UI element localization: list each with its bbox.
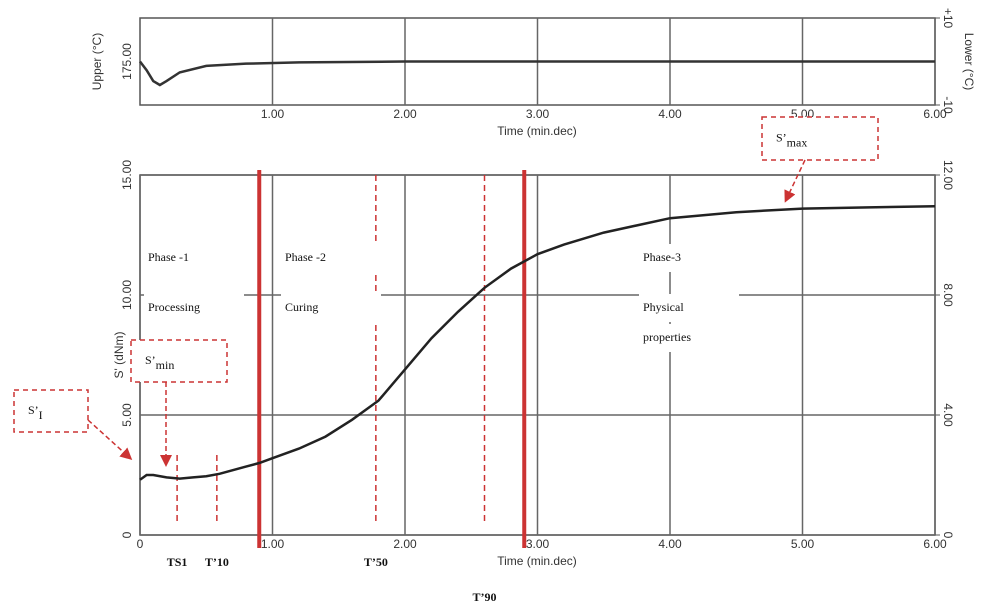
- y-tick-label: 10.00: [120, 280, 134, 310]
- y2-tick-label: -10: [941, 96, 955, 114]
- callout-label: S’I: [28, 403, 43, 422]
- x-tick-label: 6.00: [923, 107, 947, 121]
- marker-label: TS1: [167, 555, 188, 569]
- x-tick-label: 5.00: [791, 537, 815, 551]
- x-tick-label: 3.00: [526, 107, 550, 121]
- x-tick-label: 2.00: [393, 107, 417, 121]
- y-tick-label: 0: [120, 531, 134, 538]
- y-tick-label: 15.00: [120, 160, 134, 190]
- callout-arrow: [87, 419, 133, 461]
- x-tick-label: 2.00: [393, 537, 417, 551]
- callout-main: S’: [28, 403, 39, 417]
- callout-main: S’: [145, 353, 156, 367]
- data-line: [139, 60, 935, 87]
- phase-title: Phase-3: [643, 250, 681, 264]
- x-axis-label: Time (min.dec): [497, 554, 577, 568]
- callout-box: [130, 339, 228, 383]
- phase-label-bg: [639, 244, 739, 272]
- data-line: [139, 204, 936, 481]
- callout-box: [761, 116, 879, 161]
- phase-label-bg: [144, 294, 244, 322]
- callout-box: [13, 389, 89, 433]
- phase-subtitle: Physical: [643, 300, 684, 314]
- callout-arrow: [784, 159, 806, 203]
- x-tick-label: 4.00: [658, 107, 682, 121]
- x-tick-label: 1.00: [261, 107, 285, 121]
- x-tick-label: 0: [137, 537, 144, 551]
- marker-label: T’90: [473, 590, 497, 604]
- y2-tick-label: 8.00: [941, 283, 955, 307]
- phase-title: Phase -2: [285, 250, 326, 264]
- phase-label-bg: [639, 294, 739, 322]
- phase-subtitle: properties: [643, 330, 691, 344]
- callout-sub: I: [39, 408, 43, 422]
- x-tick-label: 3.00: [526, 537, 550, 551]
- phase-subtitle: Curing: [285, 300, 318, 314]
- phase-label-bg: [144, 244, 244, 272]
- y-axis-label: S' (dNm): [112, 332, 126, 379]
- phase-label-bg: [281, 294, 381, 322]
- y-tick-label: 5.00: [120, 403, 134, 427]
- callout-label: S’max: [776, 130, 807, 149]
- x-tick-label: 1.00: [261, 537, 285, 551]
- callout-label: S’min: [145, 353, 174, 372]
- x-tick-label: 6.00: [923, 537, 947, 551]
- y-tick-label: 175.00: [120, 43, 134, 80]
- callout-sub: min: [156, 358, 175, 372]
- callout-sub: max: [787, 135, 808, 149]
- callout-main: S’: [776, 130, 787, 144]
- phase-title: Phase -1: [148, 250, 189, 264]
- x-tick-label: 4.00: [658, 537, 682, 551]
- marker-label: T’10: [205, 555, 229, 569]
- x-axis-label: Time (min.dec): [497, 124, 577, 138]
- y2-tick-label: 12.00: [941, 160, 955, 190]
- phase-label-bg: [281, 244, 381, 272]
- phase-subtitle: Processing: [148, 300, 200, 314]
- y2-axis-label: Lower (°C): [962, 33, 976, 90]
- marker-label: T’50: [364, 555, 388, 569]
- y2-tick-label: 4.00: [941, 403, 955, 427]
- phase-label-bg: [639, 324, 739, 352]
- y2-tick-label: +10: [941, 8, 955, 29]
- y2-tick-label: 0: [941, 532, 955, 539]
- y-axis-label: Upper (°C): [90, 33, 104, 90]
